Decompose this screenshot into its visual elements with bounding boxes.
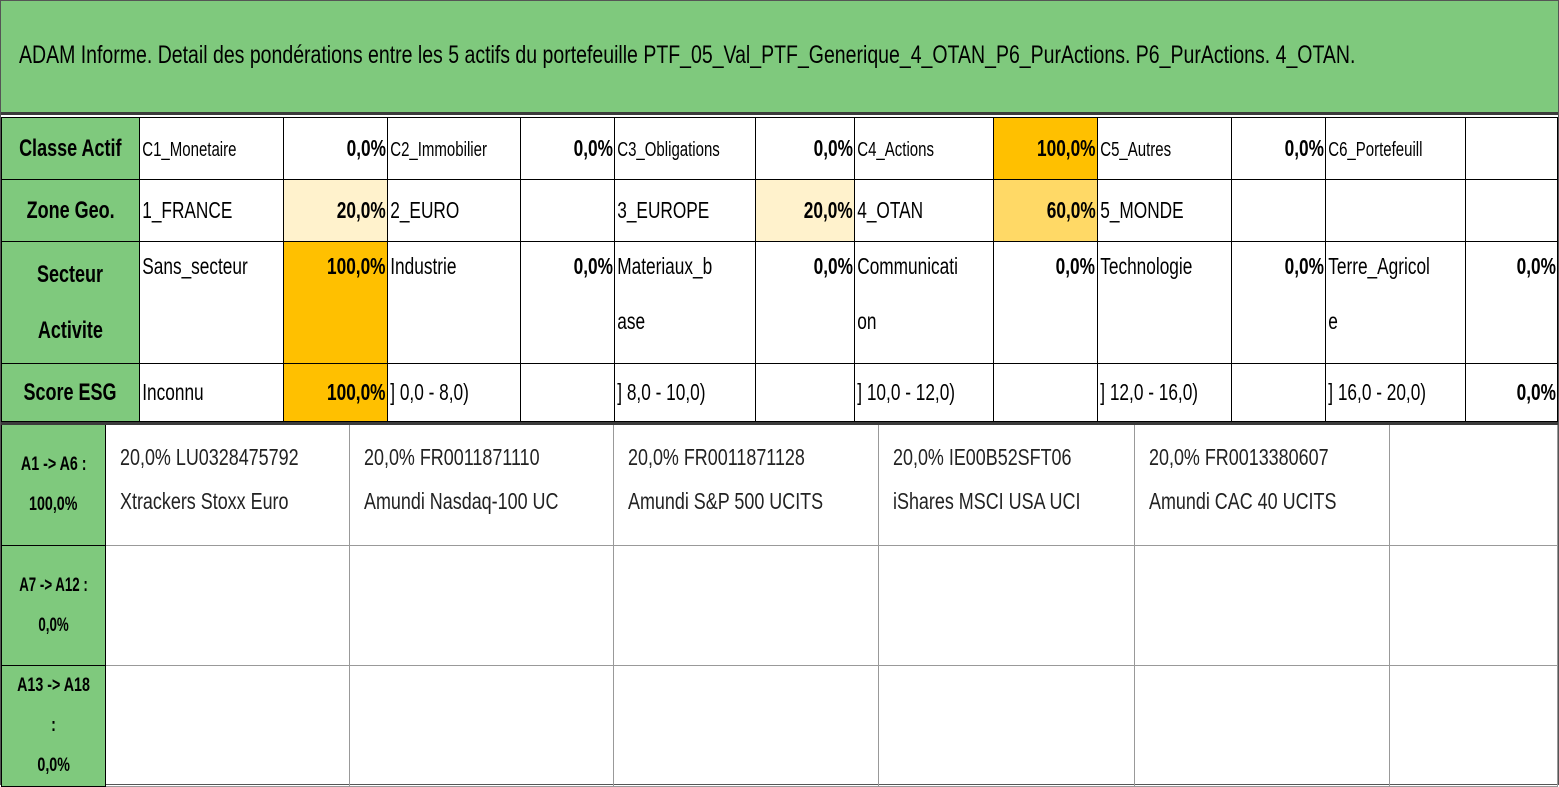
label-esg-6: ] 16,0 - 20,0) xyxy=(1325,363,1466,422)
assets-group-header-2: A7 -> A12 : 0,0% xyxy=(0,545,107,666)
value-zone-6 xyxy=(1464,179,1559,242)
value-c6 xyxy=(1464,117,1559,180)
label-zone-2: 2_EURO xyxy=(387,179,522,242)
assets-group-header-3: A13 -> A18 : 0,0% xyxy=(0,665,107,787)
label-zone-4: 4_OTAN xyxy=(854,179,994,242)
asset-item: 20,0% LU0328475792 Xtrackers Stoxx Euro xyxy=(105,422,350,546)
row-header-classe-actif: Classe Actif xyxy=(1,117,140,180)
value-c2: 0,0% xyxy=(520,117,616,180)
row-score-esg: Score ESG Inconnu 100,0% ] 0,0 - 8,0) ] … xyxy=(1,363,1559,422)
label-esg-5: ] 12,0 - 16,0) xyxy=(1096,363,1233,422)
row-secteur: Secteur Activite Sans_secteur 100,0% Ind… xyxy=(1,241,1559,364)
value-secteur-3: 0,0% xyxy=(755,241,856,364)
asset-empty-cell xyxy=(1133,545,1391,666)
asset-empty-cell xyxy=(105,545,350,666)
asset-empty-cell xyxy=(878,545,1135,666)
row-classe-actif: Classe Actif C1_Monetaire 0,0% C2_Immobi… xyxy=(1,117,1559,180)
value-zone-4: 60,0% xyxy=(992,179,1098,242)
assets-row-3: A13 -> A18 : 0,0% xyxy=(0,665,1558,787)
asset-empty-cell xyxy=(1389,422,1558,546)
label-secteur-5: Technologie xyxy=(1096,241,1233,364)
label-esg-4: ] 10,0 - 12,0) xyxy=(854,363,994,422)
asset-item: 20,0% FR0013380607 Amundi CAC 40 UCITS xyxy=(1133,422,1391,546)
label-esg-1: Inconnu xyxy=(138,363,285,422)
label-c1: C1_Monetaire xyxy=(138,117,285,180)
label-c5: C5_Autres xyxy=(1096,117,1233,180)
asset-empty-cell xyxy=(613,545,880,666)
asset-empty-cell xyxy=(878,665,1135,787)
asset-empty-cell xyxy=(1389,665,1558,787)
value-c4: 100,0% xyxy=(992,117,1098,180)
assets-row-1: A1 -> A6 : 100,0% 20,0% LU0328475792 Xtr… xyxy=(0,422,1558,546)
value-zone-1: 20,0% xyxy=(283,179,389,242)
value-esg-6: 0,0% xyxy=(1464,363,1559,422)
asset-empty-cell xyxy=(105,665,350,787)
value-secteur-5: 0,0% xyxy=(1231,241,1327,364)
label-esg-2: ] 0,0 - 8,0) xyxy=(387,363,522,422)
label-zone-5: 5_MONDE xyxy=(1096,179,1233,242)
label-secteur-4: Communicati on xyxy=(854,241,994,364)
row-header-zone-geo: Zone Geo. xyxy=(1,179,140,242)
value-c5: 0,0% xyxy=(1231,117,1327,180)
label-secteur-1: Sans_secteur xyxy=(138,241,285,364)
value-zone-5 xyxy=(1231,179,1327,242)
allocation-table: Classe Actif C1_Monetaire 0,0% C2_Immobi… xyxy=(1,117,1559,422)
value-secteur-6: 0,0% xyxy=(1464,241,1559,364)
value-c3: 0,0% xyxy=(755,117,856,180)
row-zone-geo: Zone Geo. 1_FRANCE 20,0% 2_EURO 3_EUROPE… xyxy=(1,179,1559,242)
label-c3: C3_Obligations xyxy=(614,117,757,180)
value-c1: 0,0% xyxy=(283,117,389,180)
asset-empty-cell xyxy=(348,665,615,787)
label-zone-3: 3_EUROPE xyxy=(614,179,757,242)
value-esg-3 xyxy=(755,363,856,422)
row-header-secteur: Secteur Activite xyxy=(1,241,140,364)
value-esg-4 xyxy=(992,363,1098,422)
asset-item: 20,0% FR0011871128 Amundi S&P 500 UCITS xyxy=(613,422,880,546)
label-secteur-3: Materiaux_b ase xyxy=(614,241,757,364)
asset-empty-cell xyxy=(348,545,615,666)
assets-table: A1 -> A6 : 100,0% 20,0% LU0328475792 Xtr… xyxy=(0,422,1558,787)
asset-item: 20,0% IE00B52SFT06 iShares MSCI USA UCI xyxy=(878,422,1135,546)
value-secteur-2: 0,0% xyxy=(520,241,616,364)
value-secteur-4: 0,0% xyxy=(992,241,1098,364)
value-secteur-1: 100,0% xyxy=(283,241,389,364)
report-title: ADAM Informe. Detail des pondérations en… xyxy=(19,41,1356,69)
label-zone-6 xyxy=(1325,179,1466,242)
asset-empty-cell xyxy=(1389,545,1558,666)
assets-group-header-1: A1 -> A6 : 100,0% xyxy=(0,422,107,546)
label-c6: C6_Portefeuill xyxy=(1325,117,1466,180)
label-c2: C2_Immobilier xyxy=(387,117,522,180)
value-esg-2 xyxy=(520,363,616,422)
label-secteur-6: Terre_Agricol e xyxy=(1325,241,1466,364)
value-esg-1: 100,0% xyxy=(283,363,389,422)
title-bar: ADAM Informe. Detail des pondérations en… xyxy=(1,1,1558,115)
value-zone-3: 20,0% xyxy=(755,179,856,242)
value-zone-2 xyxy=(520,179,616,242)
asset-empty-cell xyxy=(1133,665,1391,787)
assets-row-2: A7 -> A12 : 0,0% xyxy=(0,545,1558,666)
label-secteur-2: Industrie xyxy=(387,241,522,364)
asset-empty-cell xyxy=(613,665,880,787)
row-header-score-esg: Score ESG xyxy=(1,363,140,422)
label-zone-1: 1_FRANCE xyxy=(138,179,285,242)
label-esg-3: ] 8,0 - 10,0) xyxy=(614,363,757,422)
label-c4: C4_Actions xyxy=(854,117,994,180)
value-esg-5 xyxy=(1231,363,1327,422)
asset-item: 20,0% FR0011871110 Amundi Nasdaq-100 UC xyxy=(348,422,615,546)
